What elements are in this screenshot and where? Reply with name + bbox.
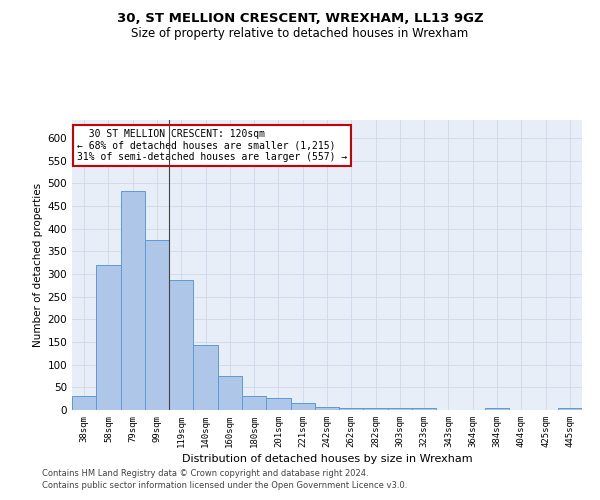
Text: 30, ST MELLION CRESCENT, WREXHAM, LL13 9GZ: 30, ST MELLION CRESCENT, WREXHAM, LL13 9… bbox=[116, 12, 484, 26]
Bar bbox=[96, 265, 121, 410]
Bar bbox=[315, 407, 339, 410]
Y-axis label: Number of detached properties: Number of detached properties bbox=[33, 183, 43, 347]
Bar bbox=[290, 403, 315, 410]
Text: Contains HM Land Registry data © Crown copyright and database right 2024.: Contains HM Land Registry data © Crown c… bbox=[42, 468, 368, 477]
Text: Contains public sector information licensed under the Open Government Licence v3: Contains public sector information licen… bbox=[42, 481, 407, 490]
X-axis label: Distribution of detached houses by size in Wrexham: Distribution of detached houses by size … bbox=[182, 454, 472, 464]
Bar bbox=[485, 408, 509, 410]
Bar bbox=[145, 240, 169, 410]
Bar bbox=[558, 408, 582, 410]
Bar bbox=[193, 345, 218, 410]
Bar bbox=[218, 376, 242, 410]
Text: Size of property relative to detached houses in Wrexham: Size of property relative to detached ho… bbox=[131, 28, 469, 40]
Bar bbox=[412, 408, 436, 410]
Bar bbox=[339, 408, 364, 410]
Bar bbox=[121, 191, 145, 410]
Bar bbox=[242, 396, 266, 410]
Bar bbox=[169, 280, 193, 410]
Text: 30 ST MELLION CRESCENT: 120sqm
← 68% of detached houses are smaller (1,215)
31% : 30 ST MELLION CRESCENT: 120sqm ← 68% of … bbox=[77, 128, 347, 162]
Bar bbox=[266, 398, 290, 410]
Bar bbox=[364, 408, 388, 410]
Bar bbox=[72, 396, 96, 410]
Bar bbox=[388, 408, 412, 410]
